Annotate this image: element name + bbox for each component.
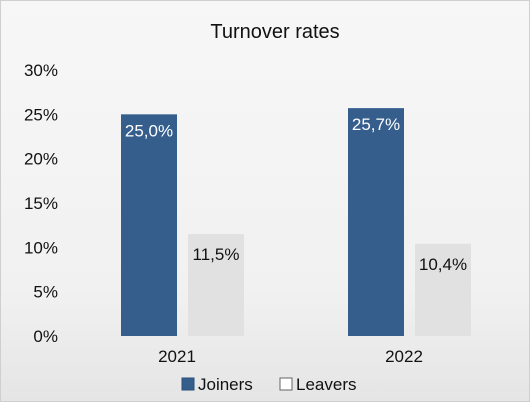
- data-label-leavers-2021: 11,5%: [193, 245, 240, 264]
- data-label-leavers-2022: 10,4%: [419, 255, 467, 274]
- x-category-label: 2022: [385, 347, 423, 366]
- bar-leavers-2022: [415, 243, 471, 336]
- y-tick-label: 25%: [24, 105, 58, 124]
- y-tick-label: 10%: [24, 238, 58, 257]
- chart-title: Turnover rates: [210, 21, 339, 43]
- data-label-joiners-2021: 25,0%: [125, 121, 173, 140]
- bar-leavers-2021: [188, 234, 244, 336]
- y-tick-label: 5%: [33, 283, 58, 302]
- bar-joiners-2021: [121, 114, 177, 336]
- bar-joiners-2022: [348, 108, 404, 336]
- legend-label-joiners: Joiners: [198, 375, 253, 394]
- legend-swatch-joiners: [181, 377, 195, 391]
- y-axis-ticks: 0% 5% 10% 15% 20% 25% 30%: [24, 61, 58, 346]
- legend: Joiners Leavers: [181, 375, 356, 394]
- y-tick-label: 0%: [33, 327, 58, 346]
- y-tick-label: 15%: [24, 194, 58, 213]
- x-category-label: 2021: [158, 347, 196, 366]
- bars-group: [121, 108, 471, 336]
- category-labels-group: 2021 2022: [158, 347, 423, 366]
- y-tick-label: 30%: [24, 61, 58, 80]
- legend-swatch-leavers: [279, 377, 293, 391]
- legend-label-leavers: Leavers: [296, 375, 356, 394]
- value-labels-group: 25,0% 25,7% 11,5% 10,4%: [125, 115, 467, 274]
- data-label-joiners-2022: 25,7%: [352, 115, 400, 134]
- y-tick-label: 20%: [24, 150, 58, 169]
